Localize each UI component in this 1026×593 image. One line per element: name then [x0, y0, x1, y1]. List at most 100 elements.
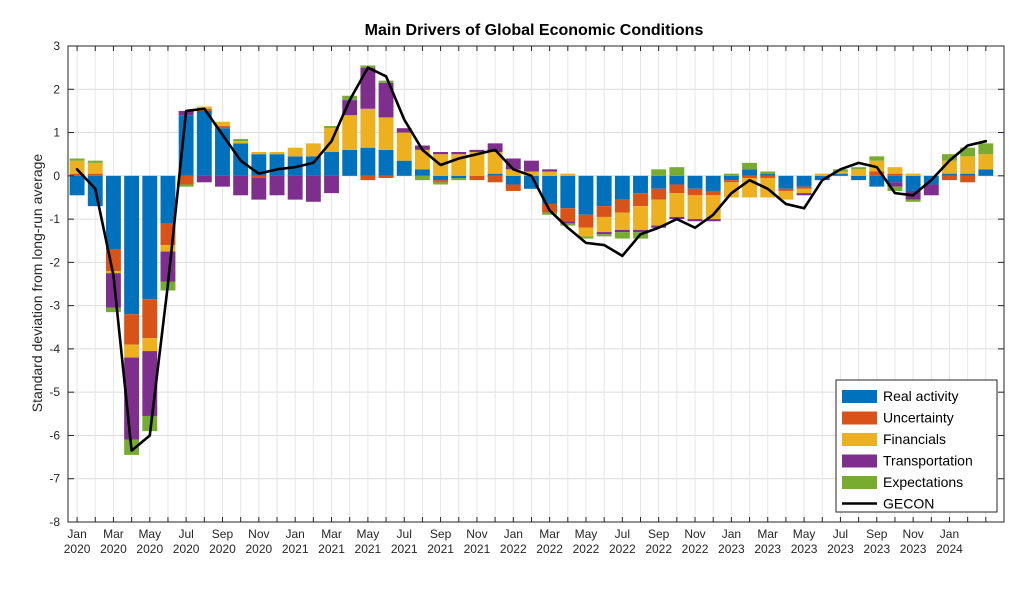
- bar-financials: [614, 212, 630, 230]
- x-tick-label-month: May: [575, 527, 598, 541]
- bar-real-activity: [596, 175, 612, 207]
- x-tick-label-year: 2021: [427, 542, 454, 556]
- bar-real-activity: [742, 169, 758, 176]
- x-tick-label-month: Nov: [248, 527, 269, 541]
- bar-real-activity: [451, 175, 467, 178]
- x-tick-label-month: May: [357, 527, 380, 541]
- bar-real-activity: [560, 175, 576, 209]
- bar-financials: [160, 245, 176, 252]
- bar-transportation: [614, 229, 630, 233]
- bar-transportation: [796, 193, 812, 196]
- bar-real-activity: [778, 175, 794, 189]
- bar-uncertainty: [723, 180, 739, 183]
- bar-transportation: [542, 169, 558, 172]
- bar-financials: [633, 206, 648, 230]
- bar-financials: [596, 216, 612, 233]
- x-tick-label-year: 2020: [173, 542, 200, 556]
- bar-financials: [669, 193, 685, 217]
- x-tick-label-year: 2023: [863, 542, 890, 556]
- bar-transportation: [251, 177, 267, 200]
- x-tick-label-month: May: [138, 527, 161, 541]
- bar-financials: [287, 147, 303, 157]
- x-tick-label-month: Nov: [466, 527, 487, 541]
- x-tick-label-year: 2020: [64, 542, 91, 556]
- bar-real-activity: [69, 175, 85, 196]
- bar-transportation: [305, 175, 321, 202]
- bar-real-activity: [269, 154, 285, 176]
- legend: Real activity Uncertainty Financials Transp…: [835, 379, 998, 513]
- x-tick-label-month: Sep: [430, 527, 452, 541]
- x-tick-label-year: 2022: [682, 542, 709, 556]
- x-tick-label-year: 2022: [500, 542, 527, 556]
- bar-expectations: [760, 171, 776, 174]
- bar-real-activity: [796, 175, 812, 187]
- x-tick-label-month: Jan: [940, 527, 959, 541]
- bar-real-activity: [687, 175, 703, 189]
- bar-expectations: [87, 160, 103, 163]
- x-tick-label-month: Jan: [286, 527, 305, 541]
- x-tick-label-year: 2021: [464, 542, 491, 556]
- bar-financials: [723, 182, 739, 198]
- legend-label-gecon: GECON: [883, 496, 934, 512]
- bar-uncertainty: [651, 188, 667, 200]
- bar-expectations: [614, 232, 630, 239]
- legend-label-real-activity: Real activity: [883, 388, 958, 404]
- bar-expectations: [978, 143, 994, 155]
- bar-financials: [305, 143, 321, 157]
- bar-expectations: [596, 234, 612, 237]
- bar-expectations: [723, 173, 739, 176]
- bar-uncertainty: [942, 175, 957, 181]
- y-tick-label: 0: [53, 169, 60, 183]
- bar-real-activity: [105, 175, 121, 250]
- bar-financials: [342, 115, 358, 150]
- y-tick-label: 2: [53, 82, 60, 96]
- bar-real-activity: [505, 175, 521, 185]
- bar-uncertainty: [87, 173, 103, 176]
- bar-expectations: [105, 307, 121, 313]
- bar-financials: [705, 195, 721, 220]
- bar-real-activity: [178, 115, 194, 176]
- bar-real-activity: [614, 175, 630, 200]
- bar-stacks: [69, 65, 994, 455]
- x-tick-label-month: Nov: [902, 527, 923, 541]
- x-tick-label-month: Sep: [212, 527, 234, 541]
- bar-financials: [124, 344, 140, 358]
- bar-financials: [505, 169, 521, 176]
- bar-expectations: [851, 167, 867, 170]
- bar-financials: [651, 199, 667, 226]
- legend-label-expectations: Expectations: [883, 474, 963, 490]
- bar-financials: [851, 169, 867, 176]
- legend-swatch-expectations: [842, 476, 877, 489]
- bar-real-activity: [196, 110, 212, 176]
- x-tick-label-month: Mar: [757, 527, 778, 541]
- bar-real-activity: [378, 149, 394, 176]
- bar-financials: [360, 108, 376, 148]
- bar-expectations: [560, 223, 576, 226]
- bar-transportation: [215, 175, 230, 187]
- bar-uncertainty: [487, 175, 503, 183]
- bar-transportation: [233, 175, 249, 196]
- bar-expectations: [414, 175, 430, 181]
- bar-real-activity: [887, 175, 903, 183]
- y-tick-label: -3: [49, 299, 60, 313]
- bar-real-activity: [396, 160, 412, 176]
- bar-real-activity: [723, 175, 739, 181]
- bar-uncertainty: [124, 314, 140, 345]
- bar-real-activity: [832, 173, 848, 176]
- bar-expectations: [578, 236, 594, 239]
- bar-transportation: [269, 175, 285, 196]
- bar-transportation: [505, 158, 521, 170]
- bar-uncertainty: [778, 188, 794, 191]
- bar-uncertainty: [614, 199, 630, 213]
- bar-real-activity: [651, 175, 667, 189]
- legend-label-transportation: Transportation: [883, 453, 973, 469]
- bar-financials: [487, 152, 503, 174]
- legend-swatch-real-activity: [842, 390, 877, 403]
- bar-real-activity: [942, 173, 957, 176]
- x-tick-label-month: Sep: [866, 527, 888, 541]
- bar-transportation: [196, 175, 212, 183]
- y-tick-label: -6: [49, 428, 60, 442]
- x-tick-label-year: 2021: [282, 542, 309, 556]
